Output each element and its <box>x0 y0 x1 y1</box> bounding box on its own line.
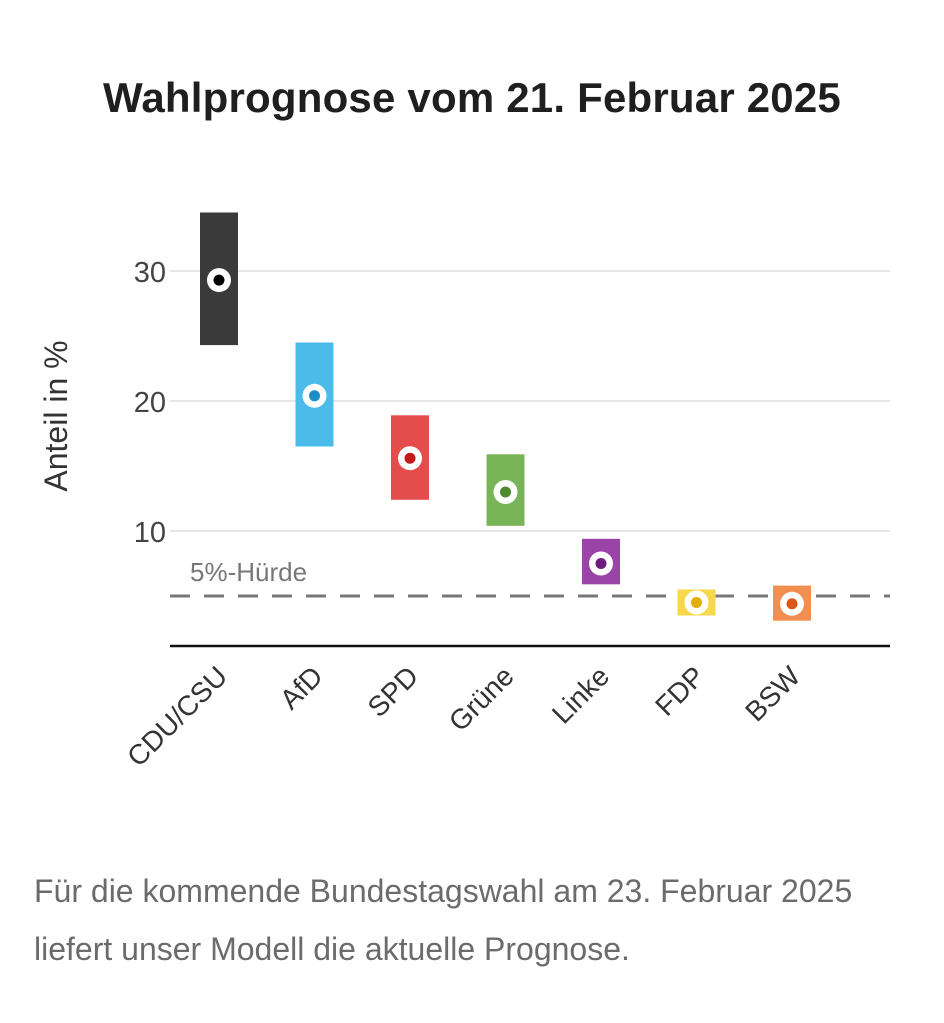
estimate-dot-bsw <box>786 598 798 610</box>
estimate-dot-linke <box>595 558 607 569</box>
x-tick-label-spd: SPD <box>362 660 425 723</box>
estimate-dot-cdu-csu <box>213 274 225 286</box>
x-tick-label-gr-ne: Grüne <box>443 660 520 737</box>
y-tick-label-20: 20 <box>134 387 166 419</box>
chart-title: Wahlprognose vom 21. Februar 2025 <box>103 74 841 121</box>
estimate-dot-gr-ne <box>500 486 511 498</box>
range-chart: 10 20 30 Anteil in % 5%-Hürde CDU/CSU AfD SPD Gr… <box>38 212 890 772</box>
estimate-dot-fdp <box>691 597 702 608</box>
y-tick-label-10: 10 <box>134 517 166 549</box>
chart-caption: Für die kommende Bundestagswahl am 23. F… <box>34 873 853 967</box>
y-axis-label: Anteil in % <box>38 340 74 491</box>
x-tick-label-cdu-csu: CDU/CSU <box>121 660 233 772</box>
x-tick-label-fdp: FDP <box>649 660 711 722</box>
x-tick-label-linke: Linke <box>546 660 615 729</box>
estimate-dot-spd <box>404 452 416 464</box>
x-tick-label-afd: AfD <box>274 660 329 715</box>
estimate-dot-afd <box>309 390 320 402</box>
y-tick-label-30: 30 <box>134 257 166 289</box>
x-tick-label-bsw: BSW <box>739 660 806 727</box>
threshold-label: 5%-Hürde <box>190 557 307 587</box>
